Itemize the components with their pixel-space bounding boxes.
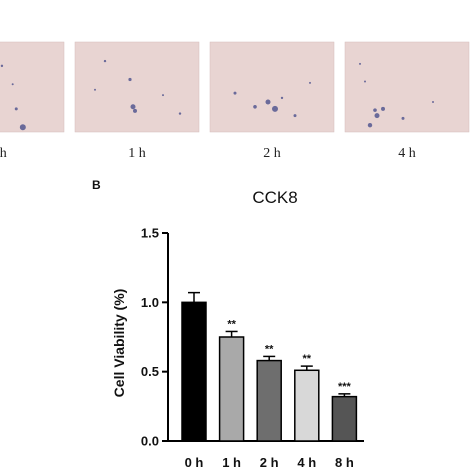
stained-cell [94, 88, 96, 91]
stained-cell [359, 62, 361, 65]
micrograph-panel-0: 0 h [0, 41, 65, 161]
stained-cell [14, 107, 18, 111]
stained-cell [293, 114, 297, 118]
stained-cell [280, 96, 284, 100]
y-tick-label: 0.0 [141, 434, 159, 449]
stained-cell [432, 101, 434, 103]
bar-group-1h: ** [218, 318, 245, 442]
y-ticks: 0.0 0.5 1.0 1.5 [141, 226, 168, 449]
micrograph-label: 4 h [398, 146, 416, 161]
micrograph-image [0, 41, 65, 133]
stained-cell [19, 124, 26, 131]
bar-group-4h: ** [294, 353, 320, 442]
stained-cell [374, 113, 380, 119]
bar-group-8h: *** [331, 381, 358, 442]
stained-cell [373, 108, 377, 112]
chart-title: CCK8 [252, 188, 297, 207]
stained-cell [272, 105, 278, 112]
x-tick-labels: 0 h 1 h 2 h 4 h 8 h [185, 455, 354, 470]
bar [181, 301, 207, 442]
micrograph-panel-3: 4 h [344, 41, 470, 161]
micrograph-image [344, 41, 470, 133]
bar [256, 359, 282, 442]
stained-cell [103, 59, 107, 63]
stained-cell [130, 104, 136, 110]
x-tick-label: 1 h [222, 455, 241, 470]
bar [331, 395, 358, 442]
stained-cell [233, 91, 237, 95]
stained-cell [364, 80, 366, 83]
stained-cell [0, 64, 4, 68]
y-axis-label: Cell Viability (%) [111, 289, 127, 398]
stained-cell [253, 104, 257, 109]
y-tick-label: 1.0 [141, 295, 159, 310]
x-tick-label: 2 h [260, 455, 279, 470]
stained-cell [178, 112, 182, 115]
bar [294, 369, 320, 442]
stained-cell [11, 83, 14, 86]
stained-cell [367, 122, 373, 128]
micrograph-panel-2: 2 h [209, 41, 335, 161]
bars: ********* [181, 291, 358, 442]
stained-cell [265, 99, 271, 105]
y-tick-label: 0.5 [141, 364, 159, 379]
significance-label: *** [338, 381, 352, 393]
panel-label-b: B [92, 178, 101, 192]
x-tick-label: 8 h [335, 455, 354, 470]
stained-cell [128, 77, 132, 82]
micrograph-panel-1: 1 h [74, 41, 200, 161]
micrograph-image [74, 41, 200, 133]
significance-label: ** [303, 353, 312, 365]
micrograph-label: 0 h [0, 146, 7, 161]
stained-cell [162, 94, 164, 97]
stained-cell [401, 116, 405, 120]
bar-group-0h [181, 291, 207, 442]
bar [218, 336, 245, 442]
stained-cell [133, 108, 137, 113]
micrograph-label: 1 h [128, 146, 146, 161]
x-tick-label: 4 h [297, 455, 316, 470]
x-tick-label: 0 h [185, 455, 204, 470]
significance-label: ** [227, 318, 236, 330]
bar-group-2h: ** [256, 343, 282, 442]
stained-cell [381, 106, 385, 111]
significance-label: ** [265, 343, 274, 355]
y-tick-label: 1.5 [141, 226, 159, 241]
micrograph-image [209, 41, 335, 133]
micrograph-row: 0 h 1 h 2 h 4 h [0, 41, 470, 161]
stained-cell [309, 81, 311, 84]
micrograph-label: 2 h [263, 146, 281, 161]
